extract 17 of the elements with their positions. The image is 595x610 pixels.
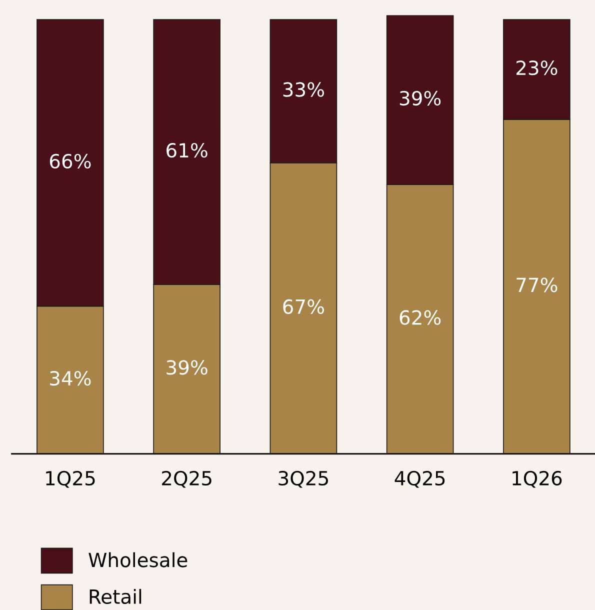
x-tick-label: 3Q25 <box>278 470 328 488</box>
data-label: 39% <box>166 360 208 375</box>
data-label: 39% <box>400 90 441 106</box>
data-label: 77% <box>516 278 558 292</box>
x-tick-label: 4Q25 <box>394 470 445 488</box>
x-tick-label: 2Q25 <box>162 470 212 488</box>
data-label: 62% <box>400 310 441 325</box>
data-label: 34% <box>50 370 91 386</box>
data-label: 23% <box>516 60 558 76</box>
x-tick-label: 1Q26 <box>512 470 562 488</box>
data-label: 66% <box>50 154 91 169</box>
legend-label: Wholesale <box>88 552 188 568</box>
x-tick-label: 1Q25 <box>46 470 95 488</box>
data-label: 67% <box>283 299 324 314</box>
legend-label: Retail <box>90 588 142 604</box>
data-label: 61% <box>166 142 208 158</box>
data-label: 33% <box>283 82 324 97</box>
